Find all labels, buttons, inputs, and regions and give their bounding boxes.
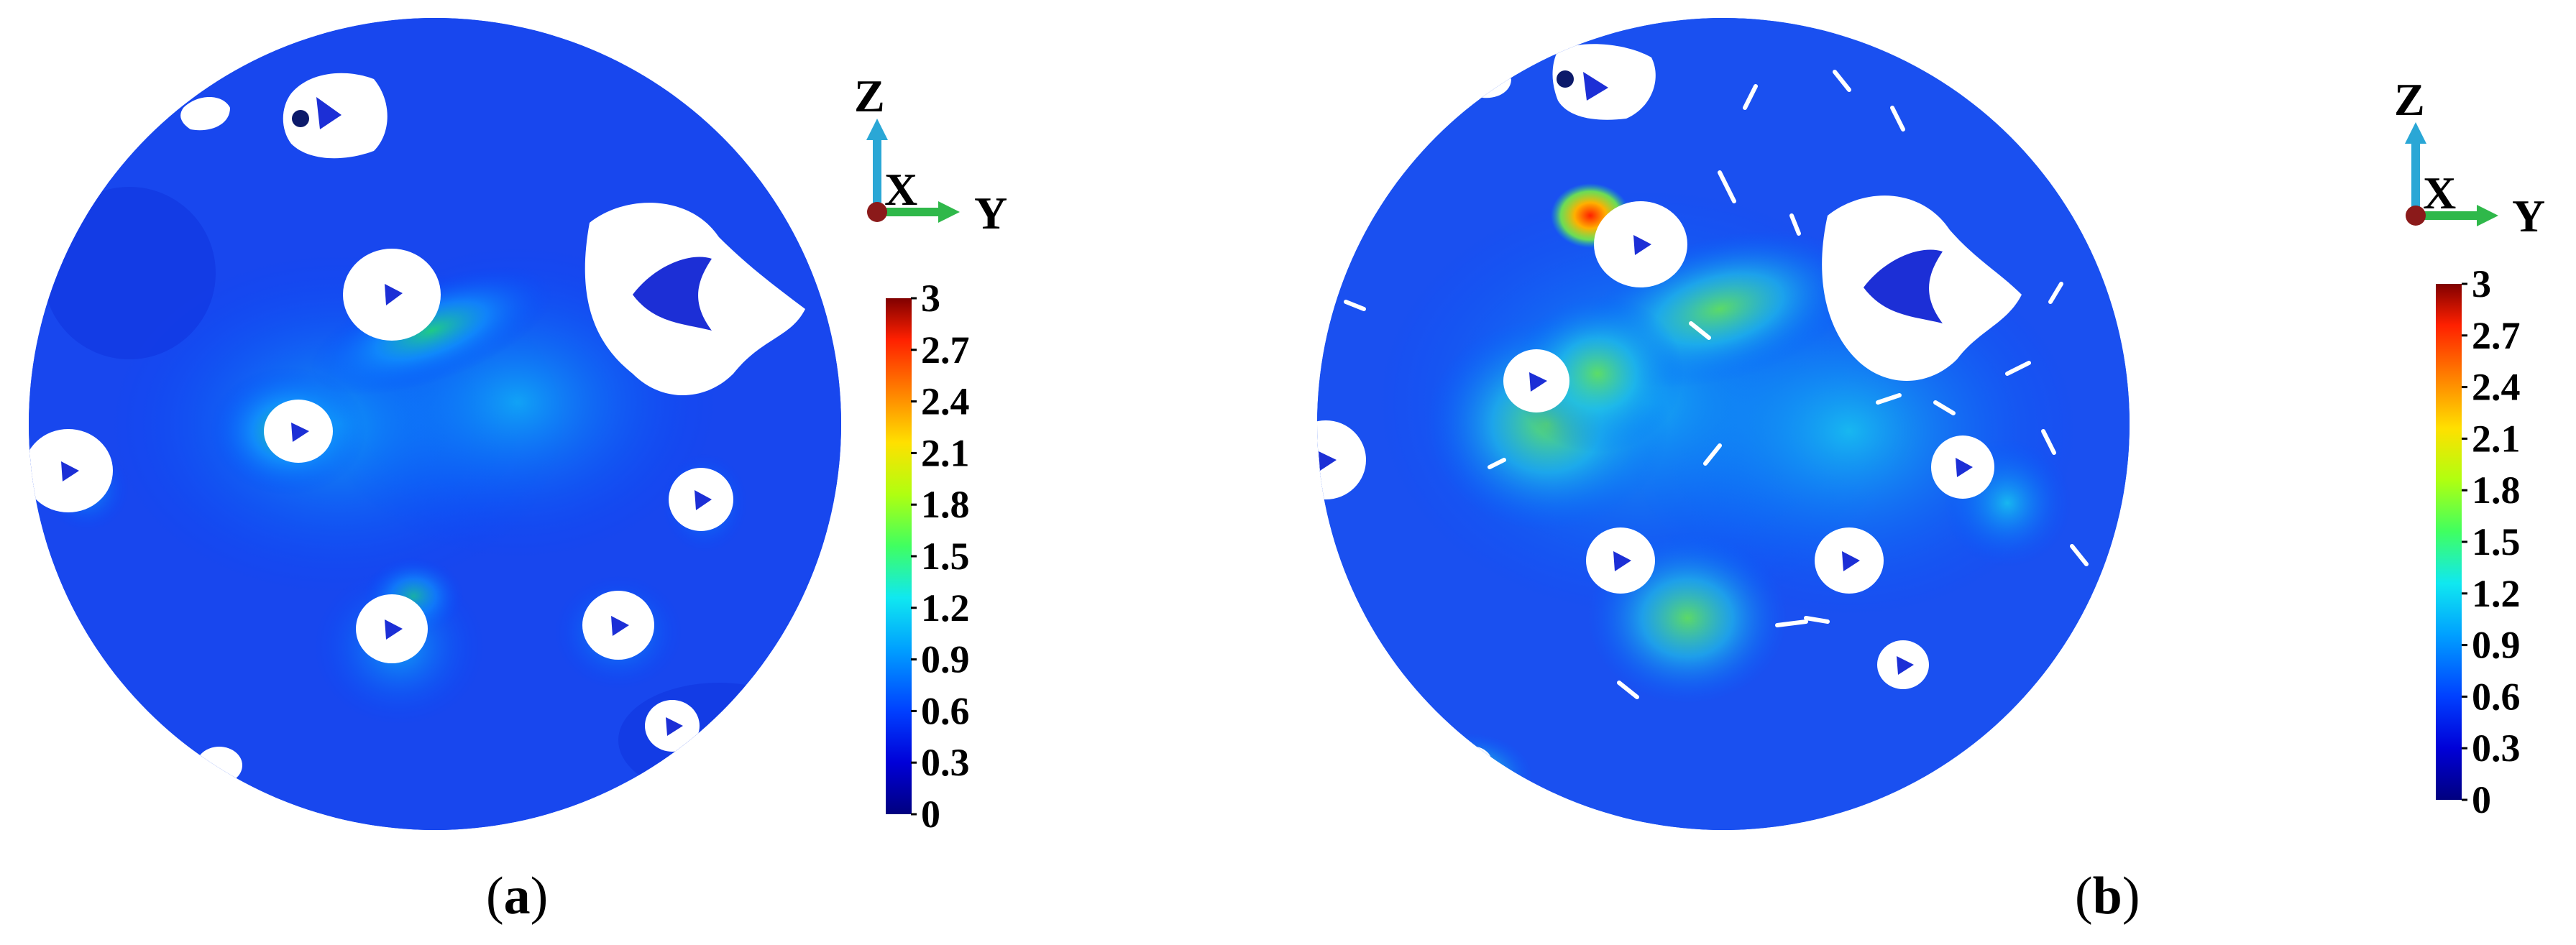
- colorbar-tick-label: 1.5: [2472, 520, 2521, 563]
- colorbar-tick-label: 1.5: [921, 535, 970, 578]
- caption-a: (a): [486, 866, 548, 927]
- colorbar-tick-label: 1.2: [921, 586, 970, 630]
- axes-triad-a: Z X Y: [854, 70, 1007, 239]
- colorbar-tick-label: 0: [2472, 778, 2491, 821]
- colorbar-tick-label: 3: [921, 277, 940, 320]
- colorbar-tick-label: 3: [2472, 262, 2491, 305]
- contour-disk-a: [29, 18, 841, 830]
- colorbar-tick-label: 1.8: [2472, 469, 2521, 512]
- axis-label-x: X: [2423, 167, 2456, 218]
- colorbar-tick-label: 2.1: [921, 431, 970, 474]
- colorbar-ticks-b: 3 2.7 2.4 2.1 1.8 1.5 1.2 0.9 0.6 0.3 0: [2462, 262, 2521, 821]
- colorbar-b: 3 2.7 2.4 2.1 1.8 1.5 1.2 0.9 0.6 0.3 0: [2436, 262, 2521, 821]
- colorbar-tick-label: 1.2: [2472, 572, 2521, 615]
- colorbar-tick-label: 0.9: [2472, 624, 2521, 667]
- colorbar-tick-label: 1.8: [921, 483, 970, 526]
- colorbar-tick-label: 0.9: [921, 638, 970, 681]
- caption-b-close: ): [2122, 867, 2140, 926]
- axis-label-z: Z: [854, 70, 885, 121]
- colorbar-tick-label: 2.7: [921, 328, 970, 372]
- colorbar-tick-label: 0.6: [921, 689, 970, 732]
- contour-disk-b: [1317, 18, 2130, 830]
- axis-label-y: Y: [974, 188, 1007, 239]
- electrode-markers-a: [61, 97, 712, 736]
- colorbar-tick-label: 0.3: [921, 741, 970, 784]
- panel-b: Z X Y 3 2.7 2.4 2.1 1.8 1.5 1.2 0.9 0.6 0.3 0 (b): [1288, 0, 2576, 941]
- caption-a-letter: a: [503, 867, 531, 926]
- caption-b-letter: b: [2092, 867, 2122, 926]
- colorbar-tick-label: 2.4: [921, 380, 970, 423]
- colorbar-a: 3 2.7 2.4 2.1 1.8 1.5 1.2 0.9 0.6 0.3 0: [886, 277, 970, 836]
- caption-b-open: (: [2075, 867, 2093, 926]
- colorbar-tick-label: 0.6: [2472, 675, 2521, 718]
- colorbar-tick-label: 0.3: [2472, 727, 2521, 770]
- colorbar-tick-label: 0: [921, 793, 940, 836]
- axis-label-y: Y: [2512, 190, 2545, 241]
- axis-label-x: X: [884, 164, 917, 215]
- caption-a-close: ): [530, 867, 549, 926]
- crack-lines-b: [1344, 70, 2089, 699]
- panel-a-svg: Z X Y 3 2.7 2.4 2.1 1.8 1.5 1.2 0.9 0.6 0.3 0: [29, 18, 1007, 836]
- axes-triad-b: Z X Y: [2394, 74, 2545, 241]
- colorbar-tick-label: 2.4: [2472, 366, 2521, 409]
- colorbar-tick-label: 2.1: [2472, 417, 2521, 460]
- axis-label-z: Z: [2394, 74, 2425, 125]
- panel-b-svg: Z X Y 3 2.7 2.4 2.1 1.8 1.5 1.2 0.9 0.6 0.3 0: [1317, 18, 2545, 830]
- colorbar-tick-label: 2.7: [2472, 314, 2521, 357]
- electrode-markers-b: [1319, 70, 1973, 675]
- caption-b: (b): [2075, 866, 2140, 927]
- colorbar-ticks-a: 3 2.7 2.4 2.1 1.8 1.5 1.2 0.9 0.6 0.3 0: [911, 277, 970, 836]
- caption-a-open: (: [486, 867, 504, 926]
- panel-a: Z X Y 3 2.7 2.4 2.1 1.8 1.5 1.2 0.9 0.6 0.3 0 (a): [0, 0, 1288, 941]
